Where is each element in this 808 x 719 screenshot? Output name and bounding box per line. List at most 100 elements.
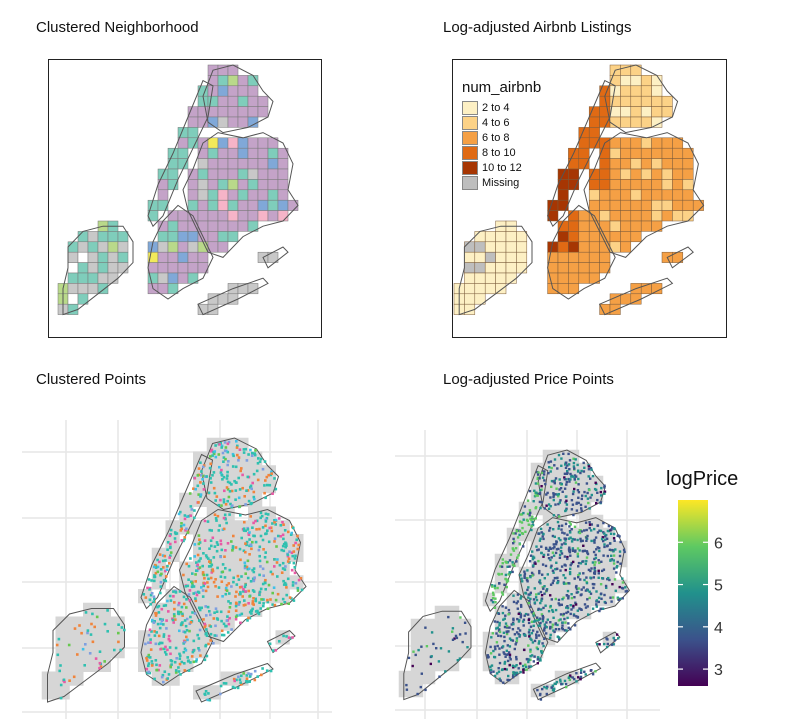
listing-point (183, 662, 186, 665)
neighborhood-shape (661, 199, 673, 211)
price-point (522, 618, 526, 621)
listing-point (232, 677, 236, 681)
listing-point (149, 593, 153, 597)
listing-point (274, 487, 278, 491)
listing-point (247, 567, 251, 571)
listing-point (154, 566, 158, 569)
neighborhood-shape (609, 158, 621, 170)
price-point (534, 506, 538, 509)
price-point (553, 482, 556, 485)
listing-point (242, 590, 245, 593)
price-point (580, 469, 583, 473)
price-point (575, 475, 578, 478)
listing-point (147, 633, 151, 637)
neighborhood-shape (446, 657, 460, 672)
neighborhood-shape (197, 158, 209, 170)
listing-point (203, 577, 206, 580)
listing-point (292, 599, 296, 602)
price-point (602, 539, 605, 543)
listing-point (217, 453, 221, 456)
neighborhood-shape (177, 241, 189, 253)
listing-point (202, 464, 206, 467)
price-point (505, 632, 509, 636)
price-point (605, 533, 608, 537)
listing-point (215, 519, 218, 522)
price-point (587, 568, 591, 572)
price-point (458, 657, 462, 660)
price-point (552, 579, 555, 582)
neighborhood-shape (464, 262, 476, 274)
listing-point (237, 459, 240, 462)
listing-point (185, 606, 188, 609)
price-point (559, 538, 562, 542)
listing-point (207, 565, 211, 568)
listing-point (84, 611, 88, 614)
listing-point (282, 634, 285, 638)
price-point (580, 497, 583, 501)
price-point (585, 482, 589, 485)
price-point (573, 550, 577, 553)
price-point (609, 596, 612, 599)
price-point (610, 558, 614, 561)
price-point (558, 478, 561, 481)
listing-point (277, 517, 281, 520)
neighborhood-shape (55, 630, 70, 645)
listing-point (207, 692, 210, 695)
price-point (529, 554, 533, 557)
price-point (539, 657, 542, 660)
price-point (511, 563, 515, 567)
price-point (493, 656, 497, 659)
price-point (506, 565, 509, 568)
listing-point (220, 468, 223, 472)
price-point (532, 564, 535, 567)
listing-point (236, 574, 240, 578)
neighborhood-shape (588, 189, 600, 201)
listing-point (189, 557, 192, 560)
listing-point (244, 572, 247, 575)
price-point (496, 626, 499, 629)
listing-point (158, 553, 162, 556)
price-point (548, 466, 551, 469)
price-point (562, 614, 565, 617)
listing-point (245, 565, 249, 569)
listing-point (197, 591, 201, 594)
price-point (578, 531, 582, 535)
price-point (503, 662, 506, 665)
price-point (459, 616, 462, 619)
listing-point (214, 578, 217, 581)
price-point (593, 538, 596, 542)
borough-outline (403, 610, 472, 701)
listing-point (250, 501, 253, 505)
price-point (507, 608, 511, 612)
listing-point (188, 492, 192, 495)
listing-point (169, 545, 172, 549)
listing-point (227, 460, 230, 463)
neighborhood-shape (267, 199, 279, 211)
price-point (537, 548, 540, 551)
price-point (567, 595, 570, 598)
neighborhood-shape (257, 158, 269, 170)
listing-point (212, 580, 216, 584)
price-point (597, 559, 600, 562)
price-point (502, 618, 505, 621)
listing-point (264, 479, 267, 482)
price-point (567, 548, 571, 551)
listing-point (219, 692, 222, 696)
listing-point (274, 518, 278, 522)
neighborhood-shape (257, 95, 269, 107)
price-point (536, 476, 540, 479)
price-point (549, 583, 553, 586)
neighborhood-shape (588, 262, 600, 274)
neighborhood-shape (588, 179, 600, 191)
neighborhood-shape (588, 241, 600, 253)
price-point (552, 554, 556, 557)
price-point (573, 577, 576, 580)
price-point (493, 620, 497, 623)
price-point (495, 627, 498, 630)
listing-point (248, 616, 252, 620)
price-point (543, 592, 546, 595)
price-point (565, 507, 568, 510)
listing-point (99, 665, 103, 668)
listing-point (247, 589, 250, 593)
listing-point (261, 667, 264, 670)
